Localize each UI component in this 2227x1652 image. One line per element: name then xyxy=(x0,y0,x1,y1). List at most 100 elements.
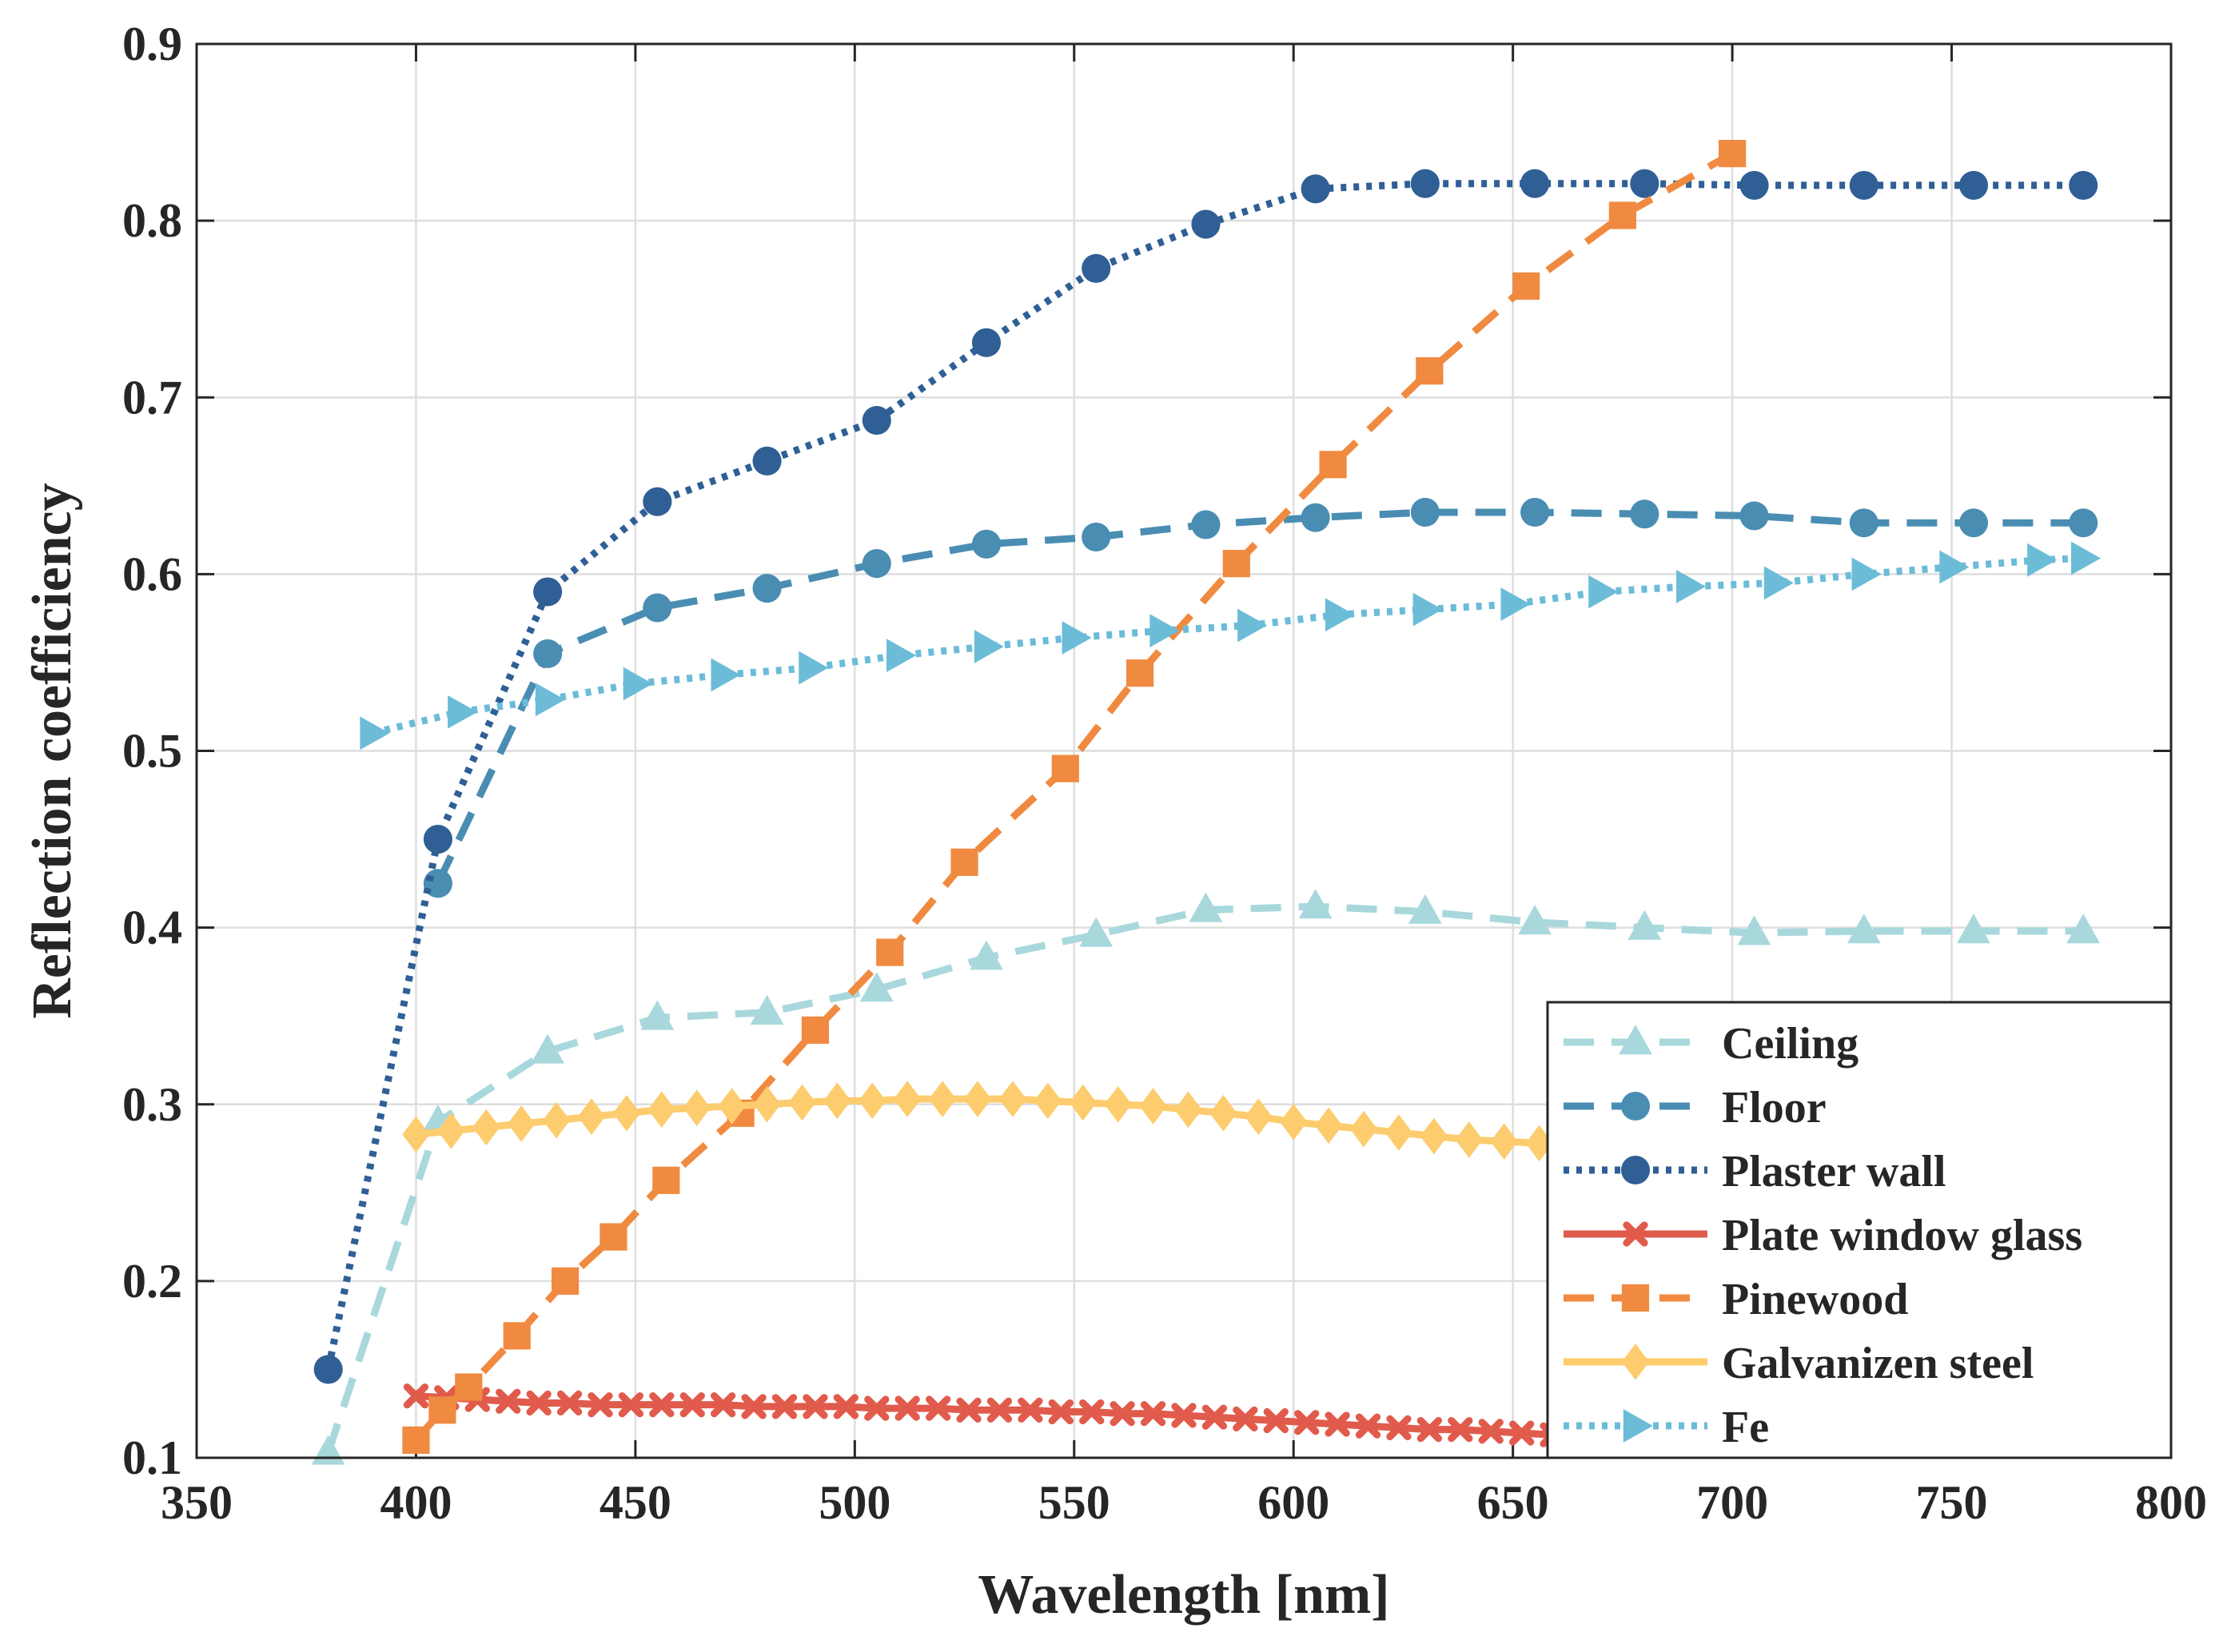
data-point xyxy=(753,1085,781,1123)
data-point xyxy=(1939,550,1970,584)
data-point xyxy=(1018,1397,1043,1423)
data-point xyxy=(801,1016,830,1044)
data-point xyxy=(859,1082,886,1120)
data-point xyxy=(1034,1082,1062,1120)
data-point xyxy=(963,1081,992,1117)
data-point xyxy=(1849,170,1878,200)
x-tick-label: 500 xyxy=(819,1476,890,1529)
data-point xyxy=(1126,659,1154,687)
data-point xyxy=(437,1113,465,1149)
legend-box xyxy=(1546,1001,2173,1459)
data-point xyxy=(1500,587,1531,621)
data-point xyxy=(526,1390,552,1416)
x-tick-label: 450 xyxy=(600,1476,671,1529)
data-point xyxy=(1325,598,1355,632)
data-point xyxy=(1263,1407,1289,1434)
data-point xyxy=(1627,910,1662,940)
data-point xyxy=(1958,508,1989,538)
x-tick-label: 750 xyxy=(1916,1476,1988,1529)
data-point xyxy=(600,1223,627,1251)
x-tick-label: 600 xyxy=(1257,1476,1329,1529)
data-point xyxy=(788,1084,816,1121)
legend-marker xyxy=(1620,1155,1651,1185)
data-point xyxy=(950,848,978,876)
legend-marker xyxy=(1619,1025,1652,1055)
data-point xyxy=(718,1088,746,1125)
data-point xyxy=(859,972,894,1002)
data-point xyxy=(403,1383,429,1409)
data-point xyxy=(1222,550,1250,578)
data-point xyxy=(971,529,1002,559)
legend-marker xyxy=(1620,1091,1651,1121)
data-point xyxy=(1847,914,1881,944)
data-point xyxy=(1069,1084,1097,1121)
data-point xyxy=(1957,914,1990,944)
data-point xyxy=(1245,1098,1273,1136)
y-tick-label: 0.9 xyxy=(122,18,182,70)
series-plaster-wall xyxy=(313,169,2098,1384)
legend-label: Pinewood xyxy=(1722,1275,1908,1324)
data-point xyxy=(1082,522,1111,551)
data-point xyxy=(986,1397,1013,1423)
data-point xyxy=(1525,1125,1553,1162)
legend: Ceiling Floor Plaster wall Plate window gla… xyxy=(1546,1001,2173,1459)
data-point xyxy=(1386,1415,1412,1441)
data-point xyxy=(1520,169,1550,198)
data-point xyxy=(1448,1416,1473,1443)
data-point xyxy=(1416,356,1444,385)
data-point xyxy=(402,1426,430,1454)
data-point xyxy=(894,1395,920,1421)
legend-marker xyxy=(1623,1221,1648,1247)
series-pinewood xyxy=(402,139,1747,1454)
data-point xyxy=(876,938,904,966)
data-point xyxy=(1630,169,1659,198)
data-point xyxy=(1737,915,1771,945)
data-point xyxy=(1349,1110,1378,1148)
data-point xyxy=(1189,892,1223,922)
data-point xyxy=(2066,914,2101,944)
x-tick-label: 650 xyxy=(1477,1476,1549,1529)
data-point xyxy=(652,1166,680,1194)
y-tick-label: 0.2 xyxy=(122,1255,182,1308)
data-point xyxy=(1315,1107,1343,1144)
data-point xyxy=(1676,569,1707,603)
data-point xyxy=(1140,1401,1166,1427)
data-point xyxy=(533,577,563,607)
data-point xyxy=(1608,201,1636,229)
data-point xyxy=(1412,592,1443,627)
data-point xyxy=(2071,541,2102,575)
data-point xyxy=(741,1394,767,1419)
data-point xyxy=(2069,170,2098,200)
data-point xyxy=(402,1116,430,1153)
data-point xyxy=(929,1081,957,1117)
data-point xyxy=(612,1095,641,1132)
data-point xyxy=(1355,1413,1381,1439)
legend-marker xyxy=(1623,1409,1653,1443)
data-point xyxy=(1301,174,1330,204)
data-point xyxy=(1518,905,1552,935)
data-point xyxy=(618,1392,644,1418)
data-point xyxy=(1420,1117,1448,1155)
data-point xyxy=(649,1392,675,1418)
data-point xyxy=(423,825,452,854)
data-point xyxy=(623,667,653,701)
data-point xyxy=(862,549,891,579)
data-point xyxy=(1301,503,1330,532)
series-galvanizen-steel xyxy=(402,1081,1553,1162)
series-fe xyxy=(360,541,2102,750)
data-point xyxy=(799,651,829,685)
data-point xyxy=(647,1091,675,1129)
data-point xyxy=(803,1394,828,1419)
data-point xyxy=(643,593,672,623)
y-tick-label: 0.1 xyxy=(122,1431,182,1484)
data-point xyxy=(1149,614,1180,648)
data-point xyxy=(833,1394,859,1419)
legend-label: Plaster wall xyxy=(1722,1147,1946,1196)
data-point xyxy=(1171,1403,1197,1428)
data-point xyxy=(542,1101,571,1139)
data-point xyxy=(1209,1095,1237,1132)
data-point xyxy=(428,1396,456,1424)
data-point xyxy=(711,1392,736,1418)
data-point xyxy=(679,1392,705,1418)
legend-label: Ceiling xyxy=(1722,1019,1858,1069)
